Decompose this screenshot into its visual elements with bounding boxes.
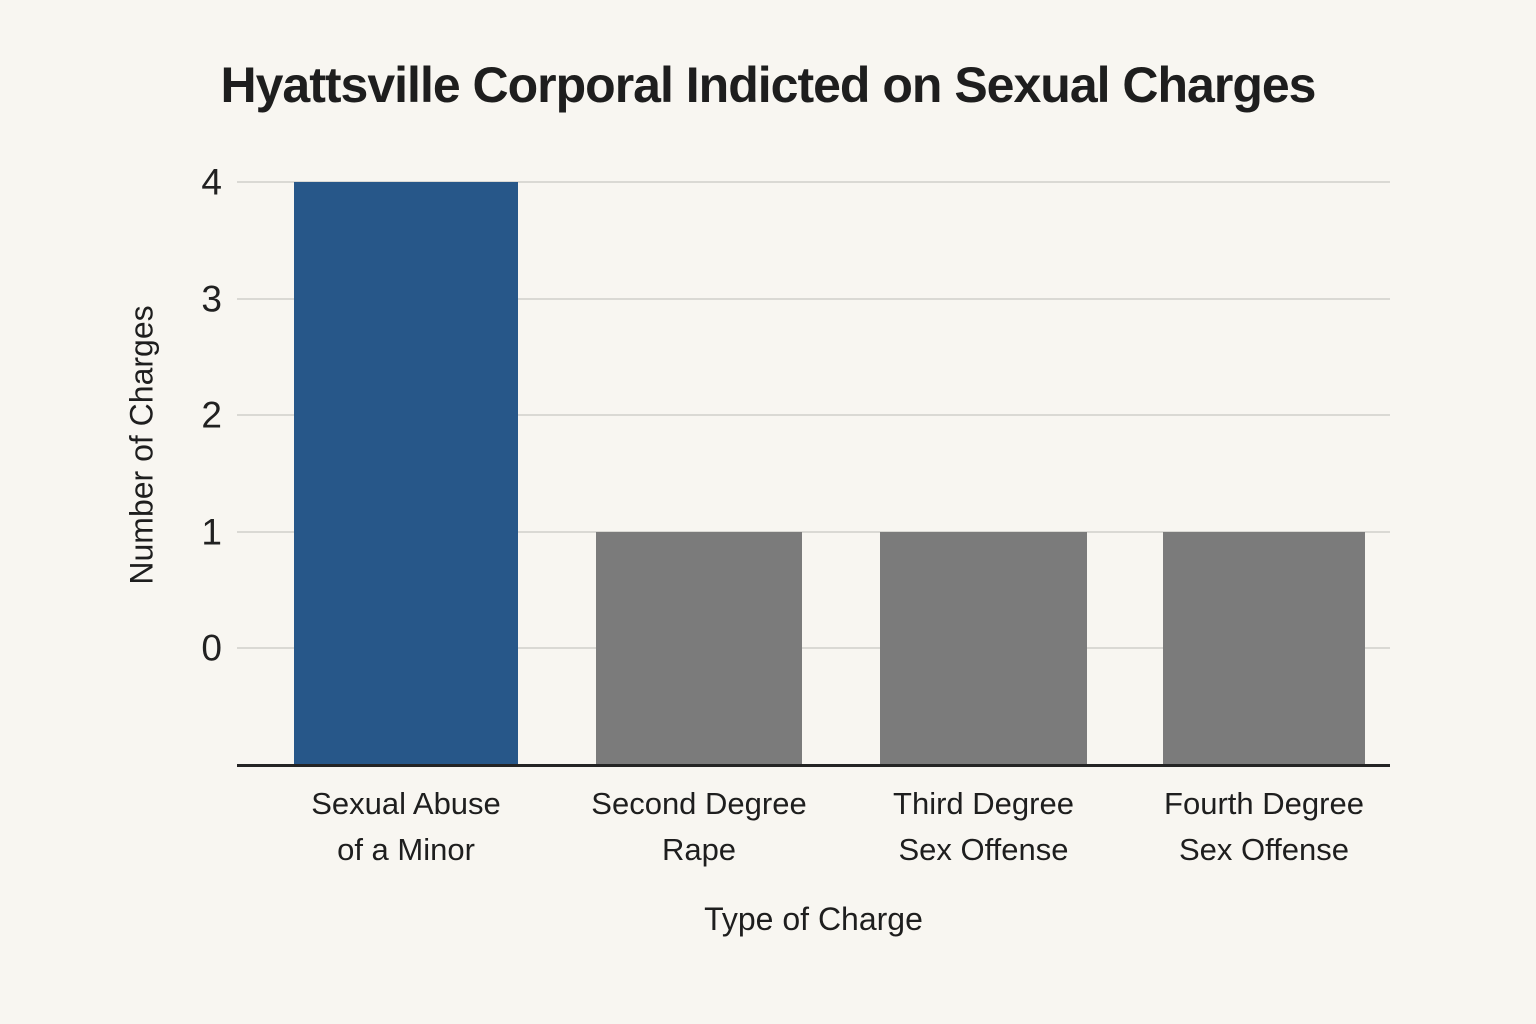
y-tick-label-4: 4 <box>201 161 222 203</box>
x-tick-label-line: Sex Offense <box>898 832 1069 867</box>
x-tick-labels: Sexual Abuse of a Minor Second Degree Rape T… <box>0 781 1536 881</box>
x-tick-label-sexual-abuse-of-a-minor: Sexual Abuse of a Minor <box>311 781 501 873</box>
x-axis-line <box>237 764 1390 767</box>
gridline-y-3 <box>237 297 1390 300</box>
x-tick-label-second-degree-rape: Second Degree Rape <box>591 781 806 873</box>
x-tick-label-line: Rape <box>661 832 737 867</box>
gridline-y-0 <box>237 647 1390 650</box>
x-tick-label-line: of a Minor <box>337 832 475 867</box>
bar-third-degree-sex-offense <box>880 531 1087 765</box>
x-tick-label-line: Fourth Degree <box>1164 786 1364 821</box>
y-tick-label-2: 2 <box>201 394 222 436</box>
x-tick-label-line: Sex Offense <box>1178 832 1350 867</box>
y-tick-label-0: 0 <box>201 627 222 669</box>
bar-second-degree-rape <box>596 531 802 765</box>
x-tick-label-line: Second Degree <box>591 786 807 821</box>
y-tick-labels: 0 1 2 3 4 <box>0 164 222 765</box>
gridline-y-1 <box>237 530 1390 533</box>
bar-fourth-degree-sex-offense <box>1163 531 1365 765</box>
x-axis-title: Type of Charge <box>704 901 923 937</box>
x-tick-label-line: Sexual Abuse <box>311 786 501 821</box>
x-tick-label-fourth-degree-sex-offense: Fourth Degree Sex Offense <box>1164 781 1364 873</box>
plot-area <box>237 181 1390 767</box>
y-tick-label-1: 1 <box>201 511 222 553</box>
bar-sexual-abuse-of-a-minor <box>294 182 518 765</box>
gridline-y-2 <box>237 414 1390 417</box>
y-tick-label-3: 3 <box>201 278 222 320</box>
gridline-y-4 <box>237 181 1390 183</box>
x-tick-label-line: Third Degree <box>893 786 1074 821</box>
chart-title: Hyattsville Corporal Indicted on Sexual … <box>220 57 1317 113</box>
x-tick-label-third-degree-sex-offense: Third Degree Sex Offense <box>893 781 1074 873</box>
